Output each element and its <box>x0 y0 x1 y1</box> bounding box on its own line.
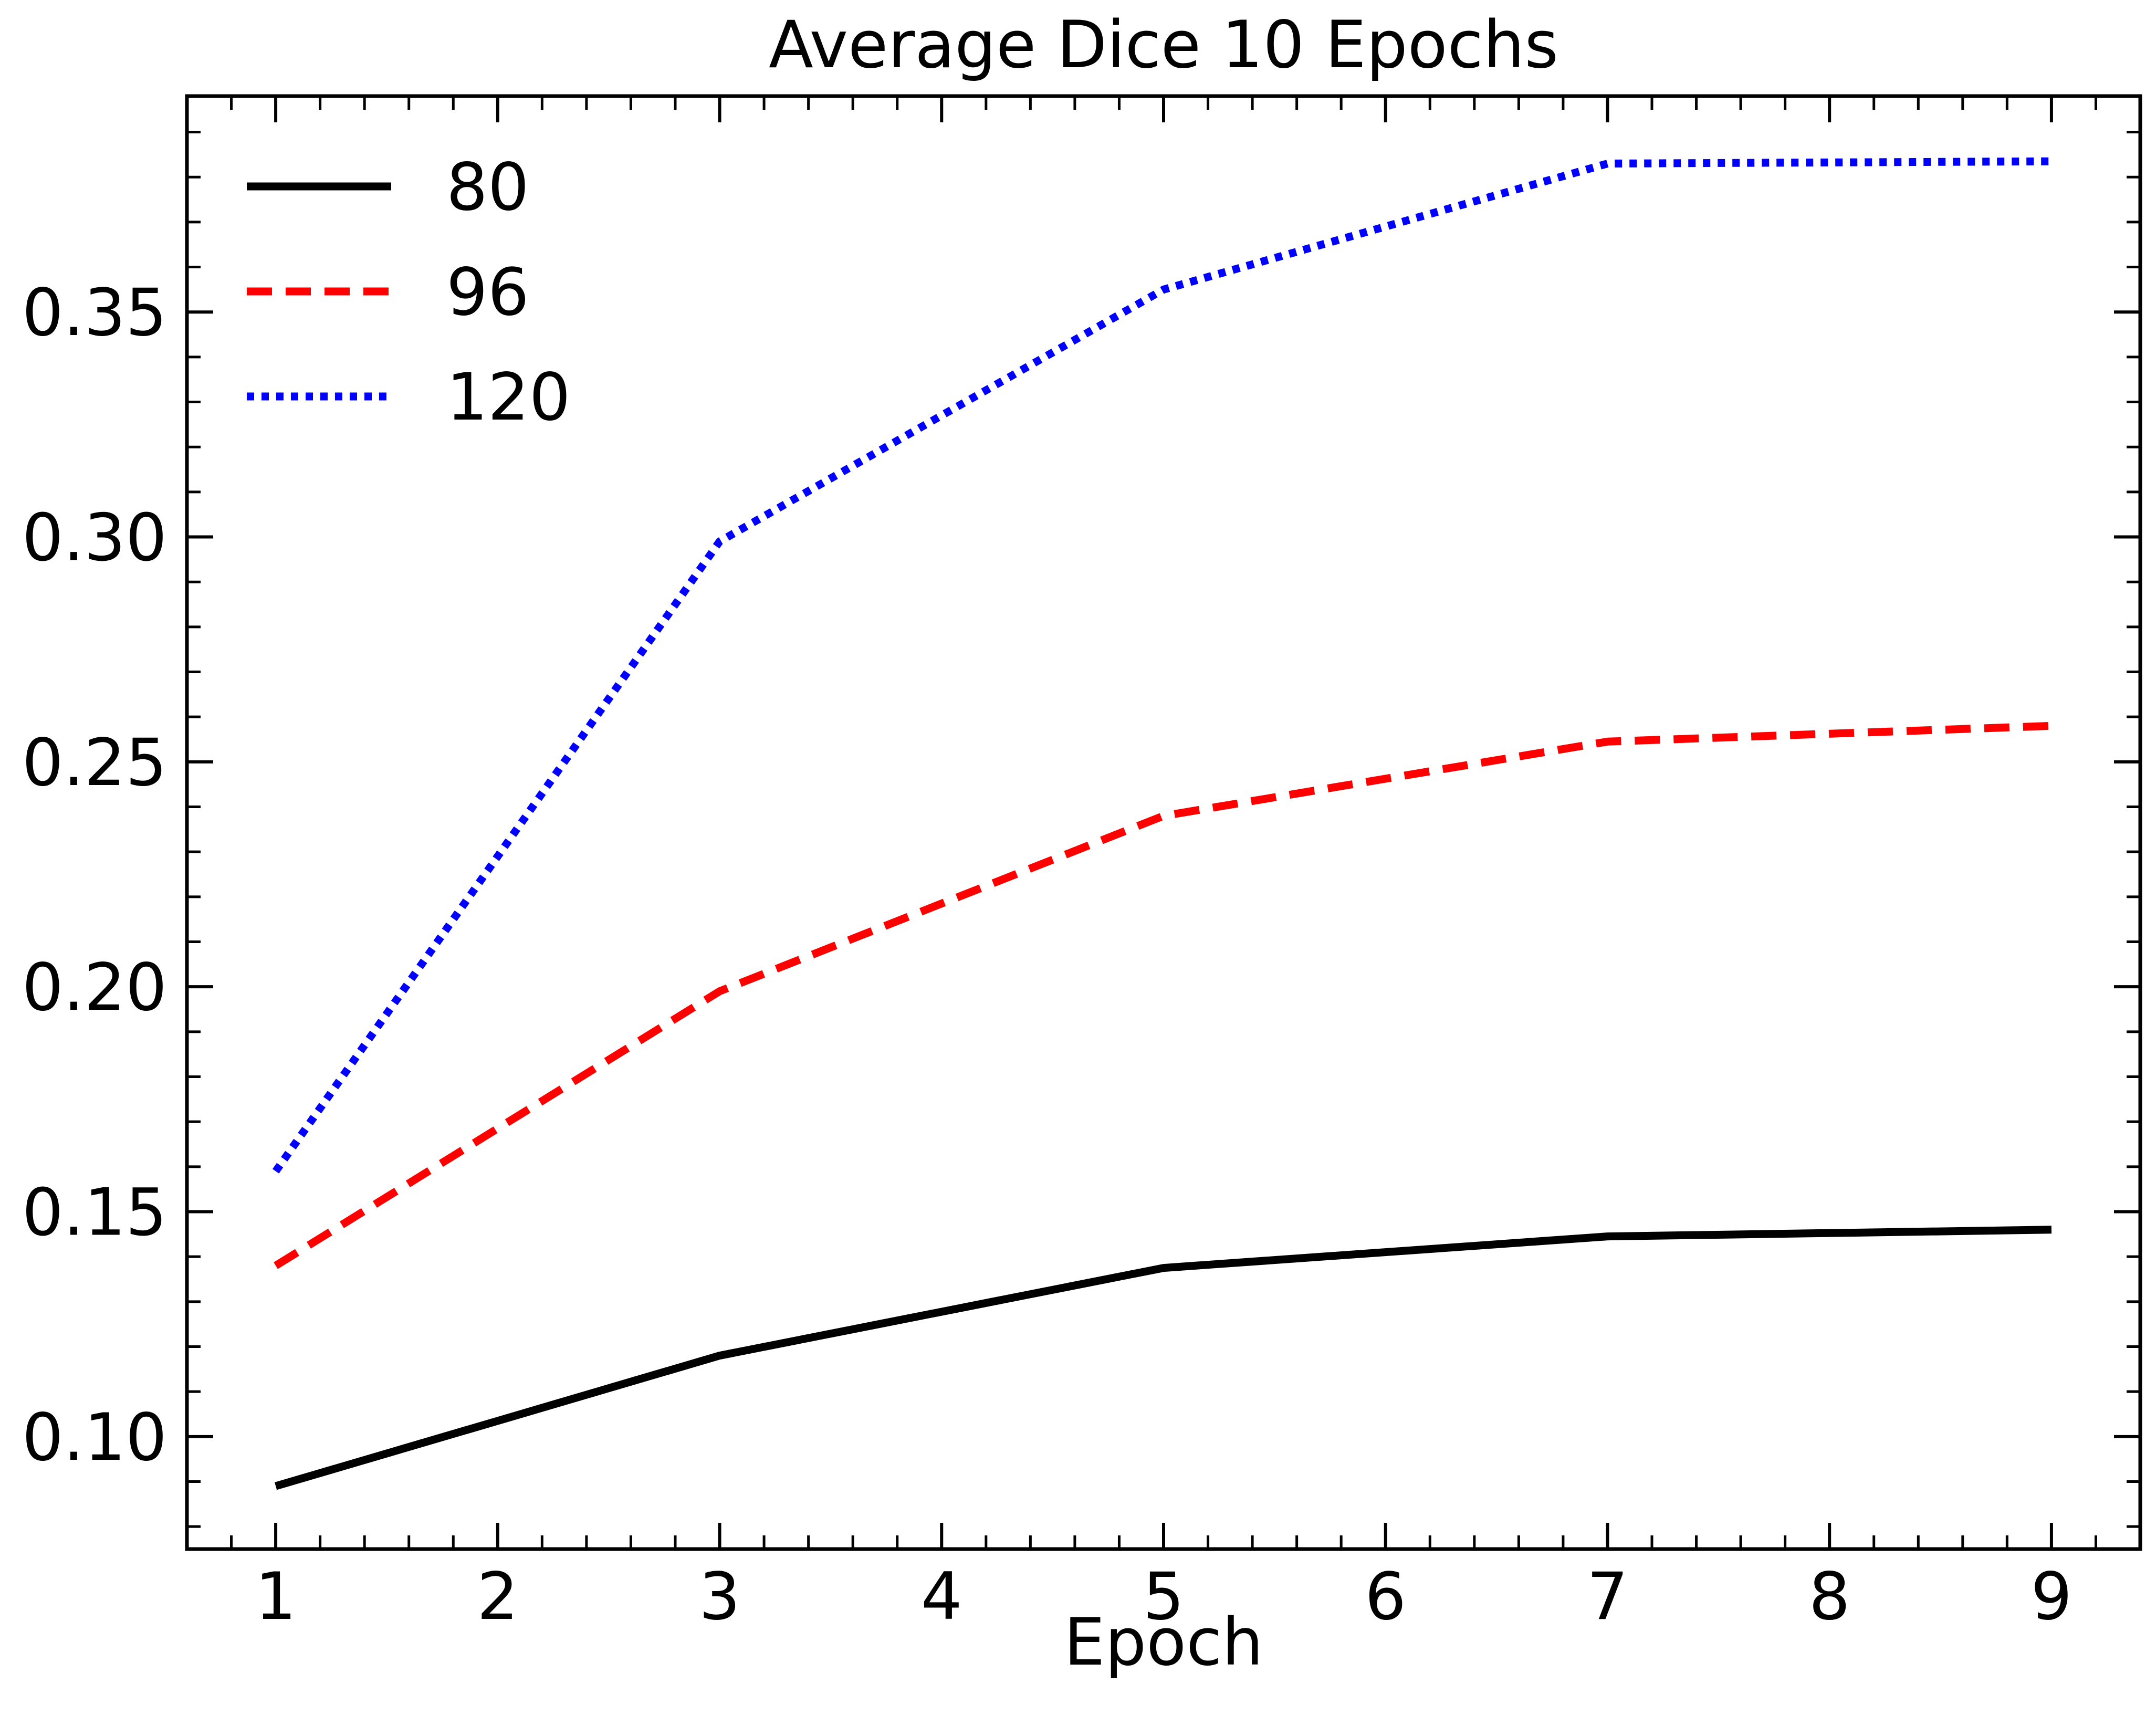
series-line-80 <box>274 1226 2052 1490</box>
legend-label: 120 <box>446 360 571 435</box>
legend-label: 96 <box>446 255 529 330</box>
series-line-96 <box>274 721 2052 1269</box>
x-tick-label: 6 <box>1365 1559 1406 1635</box>
x-tick-label: 8 <box>1809 1559 1850 1635</box>
x-tick-label: 7 <box>1587 1559 1628 1635</box>
y-tick-label: 0.35 <box>22 275 167 351</box>
y-tick-label: 0.10 <box>22 1400 167 1476</box>
legend: 80 96 120 <box>247 150 571 435</box>
x-tick-label: 3 <box>699 1559 740 1635</box>
plot-frame <box>185 94 2142 1551</box>
x-tick-label: 4 <box>921 1559 962 1635</box>
legend-entry-80: 80 <box>247 150 529 225</box>
legend-label: 80 <box>446 150 529 225</box>
y-tick-label: 0.15 <box>22 1175 167 1251</box>
y-tick-label: 0.20 <box>22 950 167 1026</box>
x-tick-labels: 1 2 3 4 5 6 7 8 9 <box>255 1559 2073 1635</box>
legend-entry-120: 120 <box>247 360 571 435</box>
x-tick-label: 2 <box>477 1559 518 1635</box>
x-tick-label: 1 <box>255 1559 297 1635</box>
x-tick-label: 5 <box>1143 1559 1185 1635</box>
chart-title: Average Dice 10 Epochs <box>769 7 1558 83</box>
series-line-120 <box>272 157 2052 1174</box>
major-ticks <box>187 96 2140 1549</box>
minor-ticks <box>185 96 2142 1549</box>
y-tick-label: 0.25 <box>22 725 167 801</box>
series-lines <box>272 157 2052 1490</box>
x-axis-label: Epoch <box>1064 1605 1263 1680</box>
x-tick-label: 9 <box>2031 1559 2072 1635</box>
y-tick-labels: 0.10 0.15 0.20 0.25 0.30 0.35 <box>22 275 167 1476</box>
y-tick-label: 0.30 <box>22 500 167 576</box>
legend-entry-96: 96 <box>247 255 529 330</box>
